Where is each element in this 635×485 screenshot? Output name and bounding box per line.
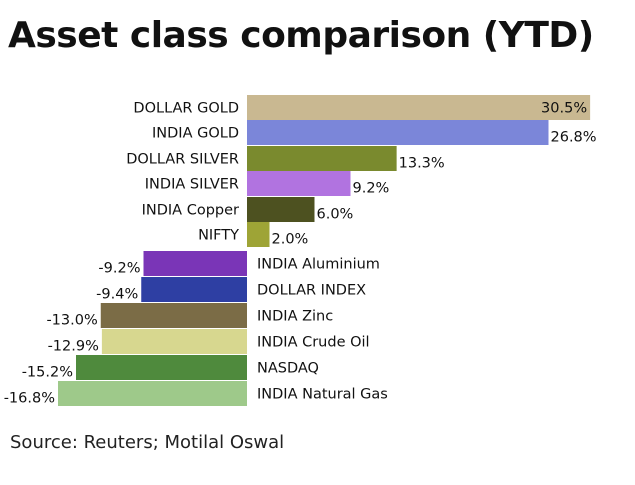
value-label: 9.2% bbox=[353, 181, 390, 197]
category-label: NASDAQ bbox=[257, 361, 319, 377]
bar bbox=[247, 120, 549, 145]
bar bbox=[247, 95, 591, 120]
bar-chart: DOLLAR GOLD 30.5% INDIA GOLD 26.8% DOLLAR SI… bbox=[4, 95, 597, 407]
bar bbox=[76, 355, 247, 380]
value-label: 2.0% bbox=[272, 232, 309, 248]
bar bbox=[247, 197, 315, 222]
value-label: 26.8% bbox=[551, 130, 597, 146]
value-label: -9.4% bbox=[96, 287, 138, 303]
category-label: INDIA SILVER bbox=[145, 177, 239, 193]
bar bbox=[247, 222, 270, 247]
bar bbox=[247, 146, 397, 171]
bar bbox=[247, 171, 351, 196]
value-label: 13.3% bbox=[399, 156, 445, 172]
category-label: INDIA Natural Gas bbox=[257, 387, 388, 403]
value-label: -16.8% bbox=[4, 391, 55, 407]
bar bbox=[101, 329, 247, 354]
category-label: DOLLAR SILVER bbox=[126, 152, 239, 168]
category-label: INDIA Zinc bbox=[257, 309, 333, 325]
category-label: DOLLAR INDEX bbox=[257, 283, 366, 299]
category-label: INDIA GOLD bbox=[152, 126, 239, 142]
source-note: Source: Reuters; Motilal Oswal bbox=[10, 432, 285, 453]
bar bbox=[141, 277, 247, 302]
category-label: INDIA Copper bbox=[142, 203, 239, 219]
category-label: NIFTY bbox=[198, 228, 239, 244]
bar bbox=[100, 303, 247, 328]
category-label: INDIA Aluminium bbox=[257, 257, 380, 273]
bar bbox=[58, 381, 247, 406]
category-label: INDIA Crude Oil bbox=[257, 335, 370, 351]
value-label: -12.9% bbox=[48, 339, 99, 355]
value-label: -9.2% bbox=[98, 261, 140, 277]
category-label: DOLLAR GOLD bbox=[133, 101, 239, 117]
value-label: -15.2% bbox=[22, 365, 73, 381]
chart-title: Asset class comparison (YTD) bbox=[8, 15, 594, 56]
value-label: 6.0% bbox=[317, 207, 354, 223]
bar bbox=[143, 251, 247, 276]
value-label: 30.5% bbox=[541, 101, 587, 117]
value-label: -13.0% bbox=[46, 313, 97, 329]
